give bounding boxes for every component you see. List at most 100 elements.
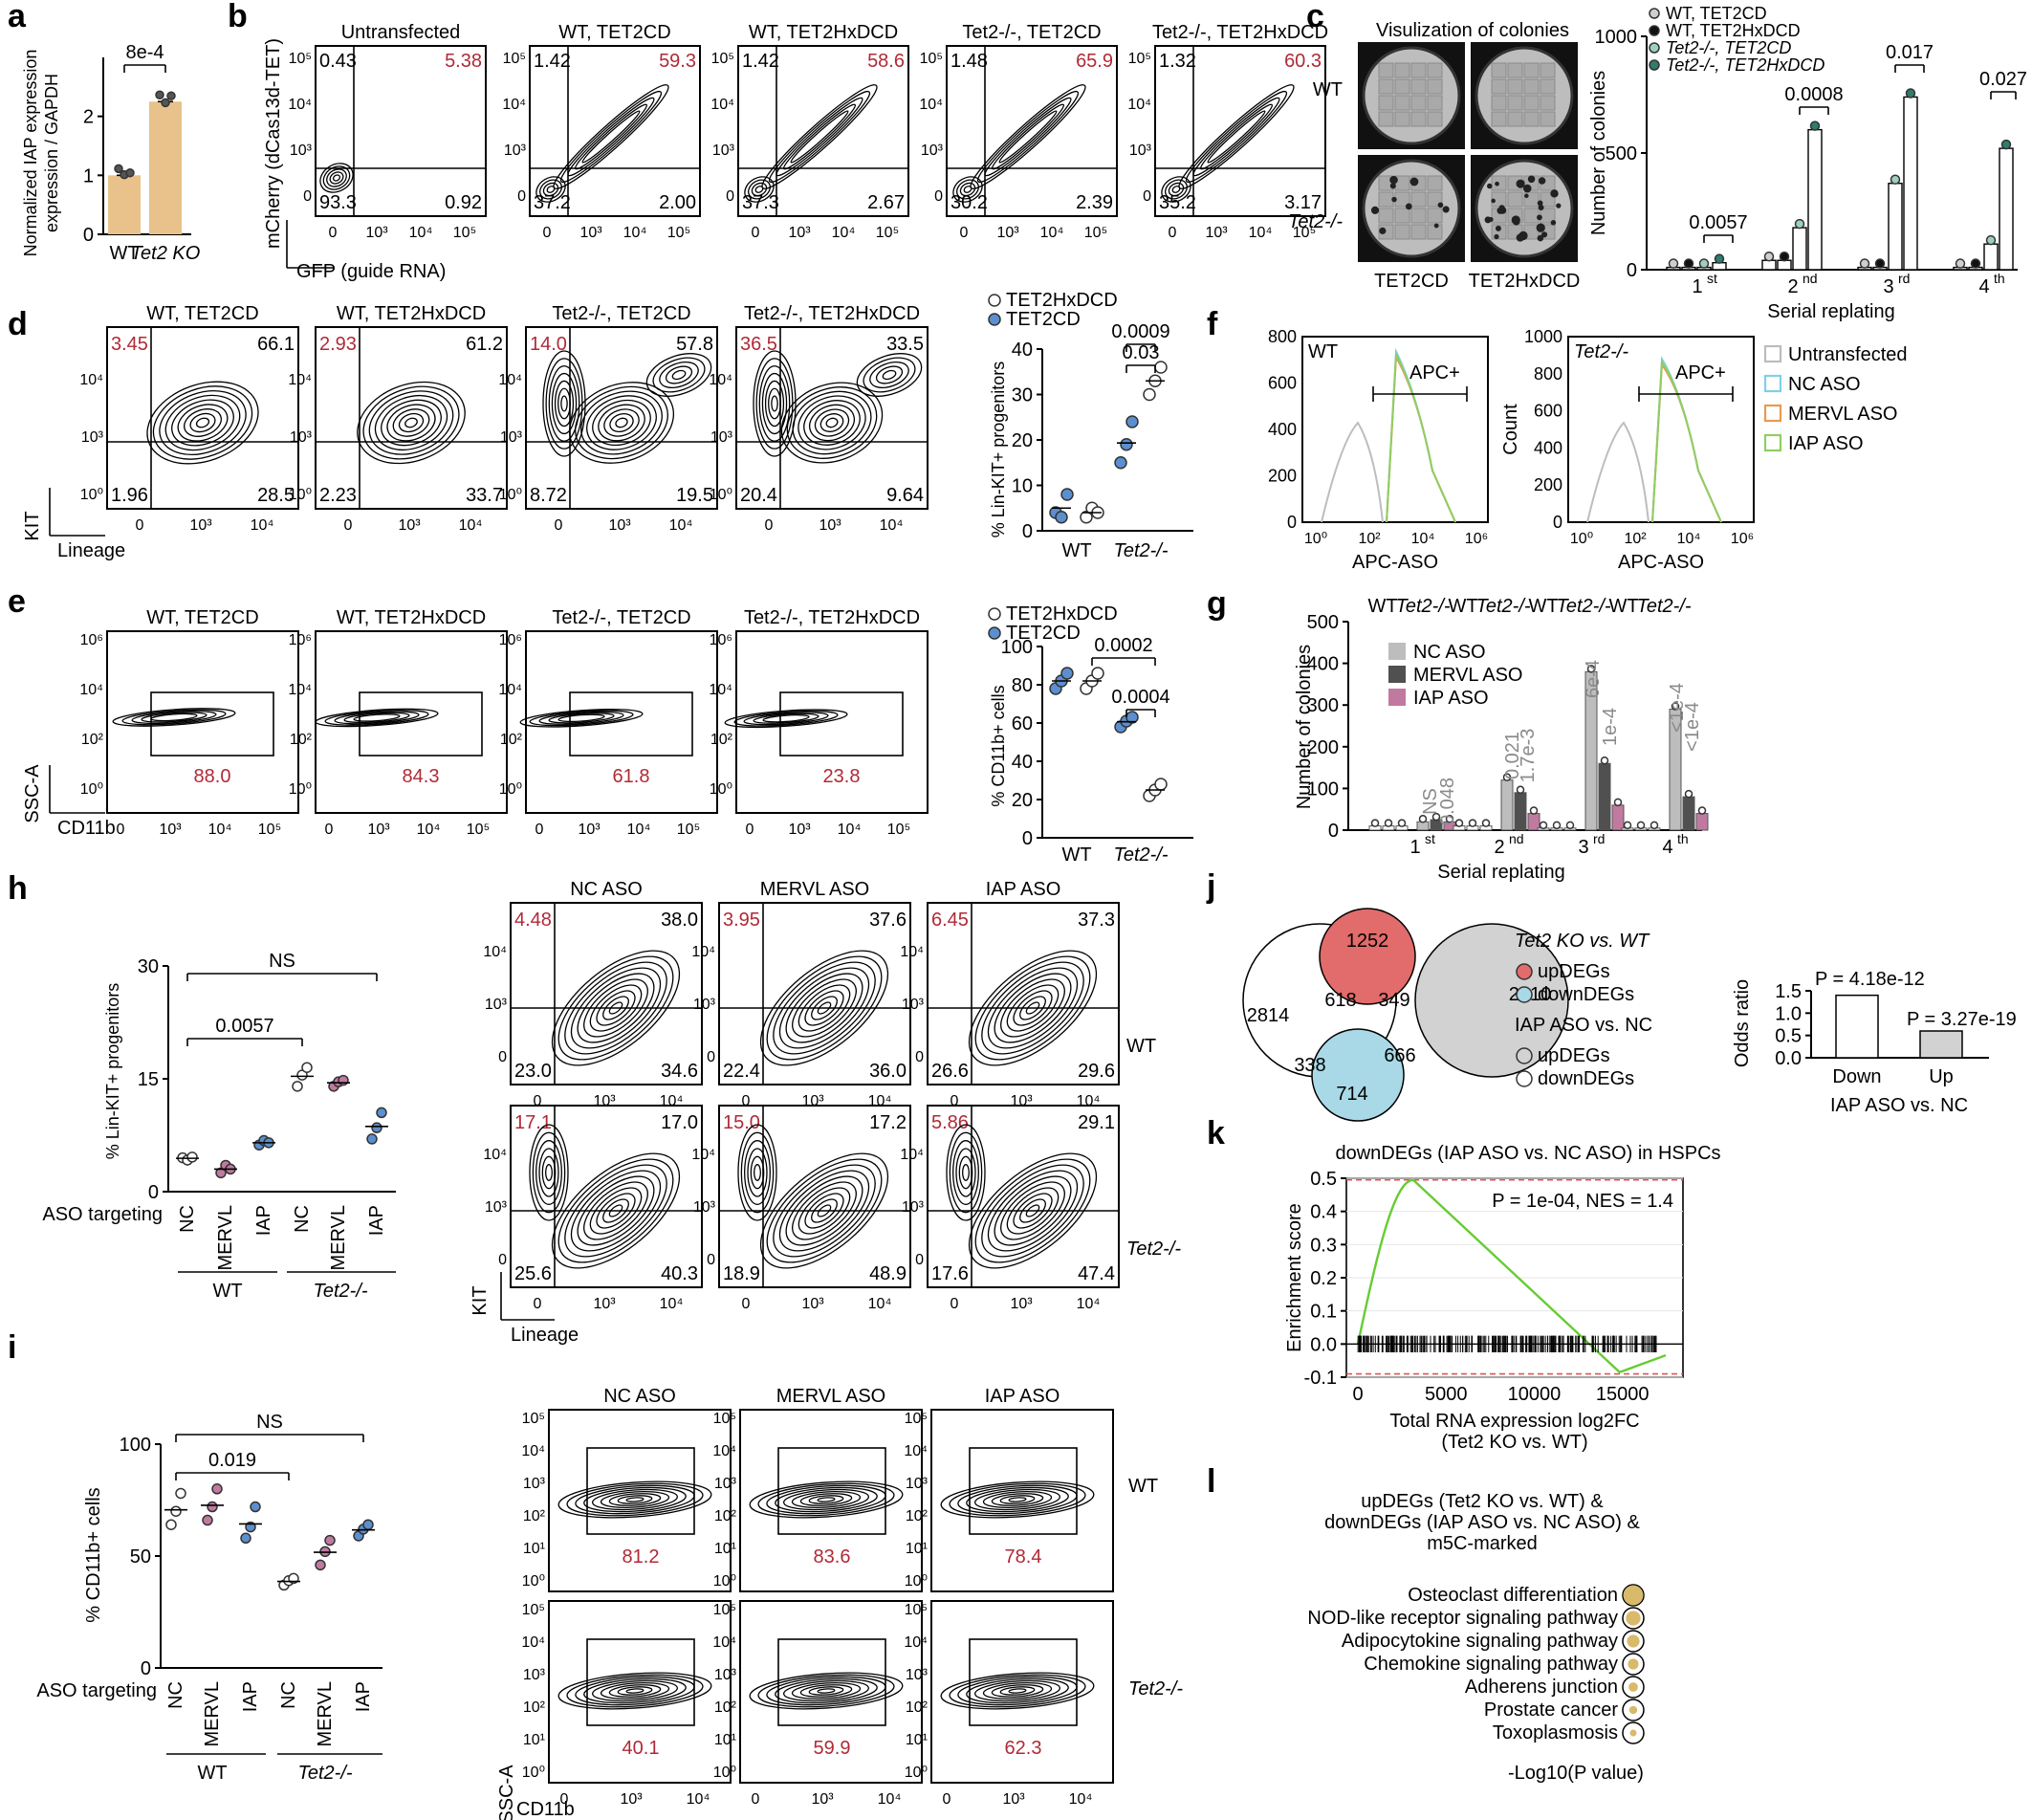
y-tick-label: 10⁰: [713, 1573, 736, 1590]
x-axis-label: Serial replating: [1437, 862, 1564, 883]
x-tick-label: Up: [1929, 1066, 1954, 1087]
well-grid-cell: [1410, 224, 1427, 240]
y-tick-label: 0: [83, 225, 94, 246]
contour: [1008, 1497, 1027, 1502]
plot-title: Tet2-/-, TET2CD: [962, 22, 1101, 43]
contour: [398, 412, 425, 433]
x-tick-label: 10⁰: [1570, 531, 1593, 547]
replicate-dot: [1698, 258, 1710, 269]
contour: [538, 711, 624, 725]
y-tick-label: 300: [1307, 695, 1339, 716]
replicate-dot: [1697, 806, 1707, 815]
contour: [541, 1155, 557, 1190]
plot-title: WT, TET2HxDCD: [337, 303, 486, 324]
bracket-pvalue: 0.0009: [1111, 321, 1169, 342]
replicate-dot: [1060, 488, 1074, 501]
bracket-pvalue: 0.019: [208, 1450, 256, 1471]
legend-swatch: [1388, 666, 1406, 683]
well-grid-cell: [1427, 208, 1443, 224]
x-tick-label: 10⁵: [887, 822, 910, 838]
gate-label: APC+: [1409, 362, 1460, 384]
contour: [974, 1158, 1091, 1263]
contour: [761, 84, 878, 189]
x-tick-label: 10⁴: [1249, 225, 1273, 241]
pvalue-label: 6e-4: [1583, 660, 1604, 698]
contour: [798, 1187, 851, 1235]
y-tick-label: 0: [915, 1252, 924, 1268]
legend-swatch: [1388, 689, 1406, 706]
replicate-dot: [240, 1532, 251, 1545]
pvalue-bracket: 0.03: [1123, 342, 1159, 373]
contour: [974, 1488, 1060, 1511]
contour: [603, 408, 640, 437]
bar: [1611, 804, 1625, 831]
x-tick-label: 10³: [608, 517, 631, 534]
flow-plot-i: 62.3 10⁵ 10⁴ 10³ 10² 10¹ 10⁰ 0 10³ 10⁴: [904, 1600, 1114, 1808]
panel-c-chart: 0 500 1000 Number of colonies 1 st 2 nd 3 rd 4 th Se…: [1588, 4, 2027, 322]
flow-plot-d: Tet2-/-, TET2HxDCD 36.5 33.5 20.4 9.64 10⁴ 10³…: [709, 303, 929, 534]
replicate-dot: [1714, 253, 1725, 264]
y-tick-label: 40: [1012, 340, 1033, 361]
contour: [551, 950, 681, 1066]
x-tick-label: IAP: [240, 1681, 261, 1712]
plot-title: MERVL ASO: [776, 1386, 886, 1407]
replicate-dot: [296, 1069, 308, 1081]
legend-title: IAP ASO vs. NC: [1515, 1015, 1652, 1036]
y-tick-label: 0: [1328, 821, 1339, 842]
y-tick-label: 10⁴: [709, 682, 732, 698]
contour: [615, 417, 628, 428]
contour: [808, 1686, 844, 1696]
well-grid-cell: [1394, 78, 1410, 95]
y-tick-label: 10³: [523, 1476, 546, 1492]
colony: [1491, 198, 1496, 204]
contour: [966, 1677, 1069, 1704]
y-tick-label: 30: [138, 956, 159, 977]
contour: [177, 404, 229, 442]
contour: [586, 395, 657, 450]
y-tick-label: 0: [148, 1182, 159, 1203]
contour: [991, 1493, 1044, 1506]
contour: [665, 365, 693, 384]
y-tick-label: 10²: [81, 732, 104, 748]
y-tick-label: 10⁶: [499, 632, 522, 648]
quadrant-ll: 23.0: [514, 1061, 552, 1082]
x-tick-label: 10⁵: [453, 225, 476, 241]
contour: [554, 380, 575, 428]
y-tick-label: 600: [1268, 374, 1297, 393]
contour: [529, 1124, 569, 1221]
plot-title: IAP ASO: [985, 1386, 1060, 1407]
y-tick-label: 10⁵: [711, 51, 734, 67]
legend-entry: TET2CD: [1006, 309, 1081, 330]
quadrant-lr: 48.9: [869, 1263, 907, 1284]
well-grid-cell: [1523, 78, 1540, 95]
quadrant-ur: 17.0: [661, 1112, 698, 1133]
y-tick-label: 10¹: [523, 1541, 545, 1557]
plot-frame: [106, 326, 299, 510]
y-tick-label: 0: [934, 188, 943, 205]
x-tick-label: IAP: [366, 1205, 387, 1236]
contour: [568, 382, 675, 464]
replicate-dot: [324, 1534, 336, 1546]
y-tick-label: 0.2: [1310, 1268, 1337, 1289]
well-grid-cell: [1507, 191, 1523, 208]
contour: [608, 1493, 662, 1506]
contour: [987, 967, 1079, 1049]
y-tick-label: 10⁴: [919, 97, 943, 113]
contour: [782, 103, 857, 170]
x-tick-label: 0: [329, 225, 338, 241]
panel-i-dotplot: 0 50 100 % CD11b+ cells NC MERVL IAP NC MERVL IAP…: [36, 1412, 382, 1784]
contour: [1006, 984, 1060, 1032]
y-tick-label: 10⁴: [288, 372, 312, 388]
y-tick-label: 30: [1012, 385, 1033, 406]
term-label: Toxoplasmosis: [1493, 1722, 1618, 1743]
contour: [532, 1131, 566, 1214]
well-grid-cell: [1523, 95, 1540, 111]
quadrant-lr: 0.92: [445, 192, 482, 213]
y-tick-label: 10⁴: [904, 1443, 928, 1459]
contour: [749, 1480, 904, 1519]
contour: [737, 1124, 777, 1221]
x-tick-label: 10⁵: [677, 822, 700, 838]
contour: [567, 97, 655, 177]
x-tick-superscript: rd: [1898, 271, 1910, 286]
